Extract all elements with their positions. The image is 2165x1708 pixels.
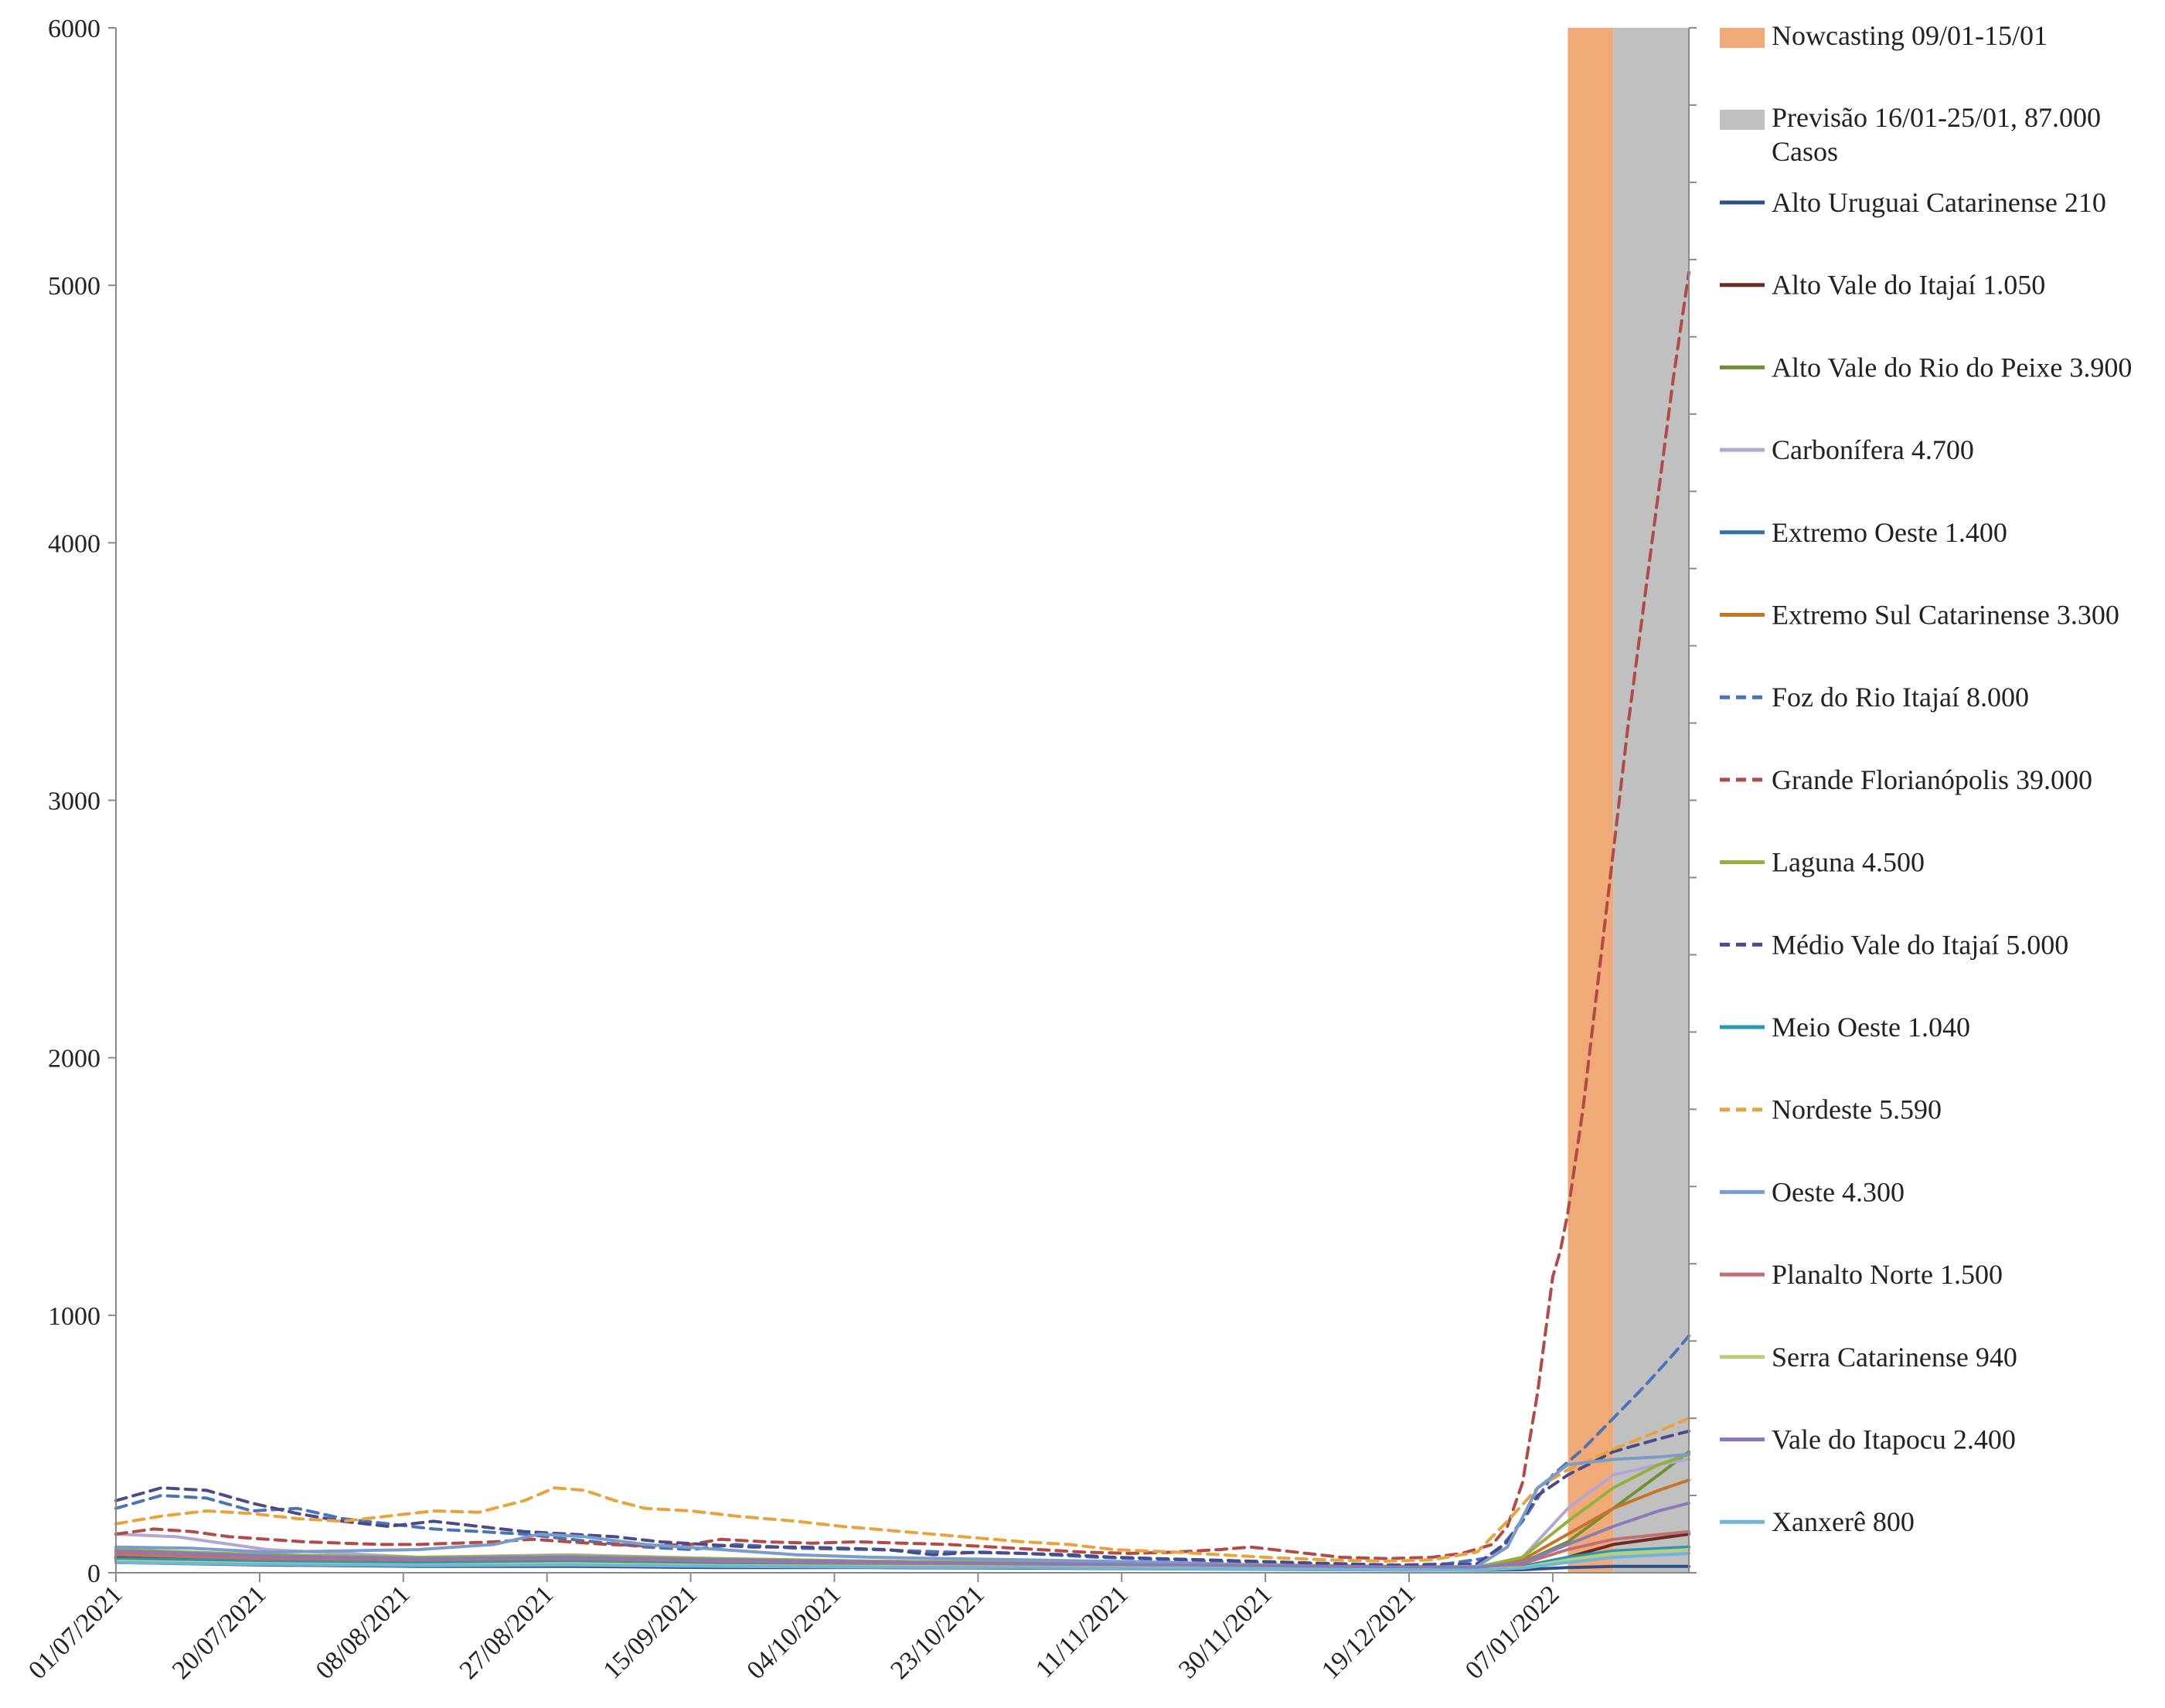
y-tick-label-0: 0 [87, 1560, 100, 1588]
legend-label-series-16: Xanxerê 800 [1772, 1506, 1915, 1537]
x-tick-label-6: 23/10/2021 [885, 1580, 990, 1685]
legend-label-series-7: Grande Florianópolis 39.000 [1772, 764, 2092, 795]
legend-label-series-0: Alto Uruguai Catarinense 210 [1772, 187, 2106, 218]
x-tick-label-2: 08/08/2021 [311, 1580, 416, 1685]
series-line-7 [114, 270, 1690, 1560]
legend-label-series-13: Planalto Norte 1.500 [1772, 1259, 2003, 1290]
y-tick-label-1: 1000 [48, 1302, 100, 1331]
x-tick-label-9: 19/12/2021 [1316, 1580, 1421, 1685]
legend-label-series-4: Extremo Oeste 1.400 [1772, 517, 2007, 548]
legend-label-series-9: Médio Vale do Itajaí 5.000 [1772, 929, 2068, 960]
x-tick-label-4: 15/09/2021 [598, 1580, 703, 1685]
legend-label-series-5: Extremo Sul Catarinense 3.300 [1772, 600, 2119, 631]
x-tick-label-5: 04/10/2021 [741, 1580, 846, 1685]
x-tick-label-1: 20/07/2021 [167, 1580, 272, 1685]
legend: Nowcasting 09/01-15/01 Previsão 16/01-25/… [1720, 20, 2132, 1537]
forecast-bands [1568, 28, 1689, 1573]
band-1 [1613, 28, 1689, 1573]
y-tick-label-3: 3000 [48, 788, 100, 816]
x-tick-label-3: 27/08/2021 [454, 1580, 560, 1685]
legend-label-band-1: Previsão 16/01-25/01, 87.000 Casos [1772, 102, 2101, 167]
legend-label-series-8: Laguna 4.500 [1772, 847, 1925, 878]
x-tick-label-8: 30/11/2021 [1173, 1580, 1278, 1684]
y-tick-label-5: 5000 [48, 272, 100, 301]
legend-label-series-14: Serra Catarinense 940 [1772, 1342, 2017, 1373]
legend-label-series-15: Vale do Itapocu 2.400 [1772, 1424, 2016, 1455]
x-tick-label-10: 07/01/2022 [1460, 1580, 1565, 1685]
series-lines [114, 270, 1690, 1572]
axes [115, 27, 1697, 1574]
y-tick-label-6: 6000 [48, 15, 100, 43]
series-line-9 [114, 1429, 1690, 1567]
y-tick-label-2: 2000 [48, 1045, 100, 1073]
legend-swatch-band-0 [1720, 28, 1765, 48]
legend-label-series-1: Alto Vale do Itajaí 1.050 [1772, 270, 2045, 301]
x-tick-label-7: 11/11/2021 [1030, 1580, 1134, 1683]
legend-label-series-12: Oeste 4.300 [1772, 1176, 1905, 1207]
legend-label-series-3: Carbonífera 4.700 [1772, 434, 1974, 465]
x-tick-label-0: 01/07/2021 [23, 1580, 128, 1685]
series-line-11 [114, 1417, 1690, 1563]
legend-label-series-10: Meio Oeste 1.040 [1772, 1012, 1970, 1043]
band-0 [1568, 28, 1614, 1573]
legend-label-series-11: Nordeste 5.590 [1772, 1094, 1942, 1125]
legend-label-series-6: Foz do Rio Itajaí 8.000 [1772, 682, 2029, 713]
series-line-15 [114, 1502, 1690, 1570]
x-axis-ticks: 01/07/2021 20/07/2021 08/08/2021 27/08/2021… [23, 1573, 1565, 1685]
series-line-12 [114, 1452, 1690, 1570]
series-line-6 [114, 1334, 1690, 1567]
legend-label-band-0: Nowcasting 09/01-15/01 [1772, 20, 2048, 51]
y-tick-label-4: 4000 [48, 529, 100, 558]
series-line-16 [114, 1552, 1690, 1572]
legend-swatch-band-1 [1720, 110, 1765, 130]
legend-label-series-2: Alto Vale do Rio do Peixe 3.900 [1772, 352, 2132, 383]
y-axis-ticks: 0 1000 2000 3000 4000 5000 6000 [48, 15, 116, 1588]
